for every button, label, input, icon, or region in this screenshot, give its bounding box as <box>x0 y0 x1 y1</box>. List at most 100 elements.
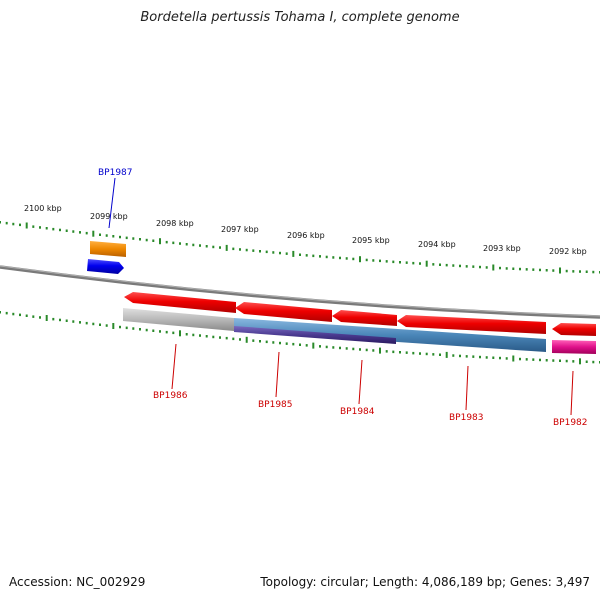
gene-bp1982-arrow[interactable] <box>552 323 596 336</box>
minor-tick <box>245 248 248 252</box>
steelblue-feature[interactable] <box>234 318 546 352</box>
minor-tick <box>479 355 481 359</box>
minor-tick <box>192 333 195 337</box>
minor-tick <box>179 242 181 245</box>
minor-tick <box>432 353 435 356</box>
minor-tick <box>239 248 241 251</box>
minor-tick <box>152 239 155 242</box>
minor-tick <box>199 334 201 337</box>
minor-tick <box>39 316 41 319</box>
minor-tick <box>205 335 208 338</box>
major-tick <box>25 222 28 229</box>
minor-tick <box>325 345 328 349</box>
minor-tick <box>399 261 401 264</box>
minor-tick <box>19 223 21 227</box>
minor-tick <box>72 230 75 233</box>
minor-tick <box>539 358 541 362</box>
major-tick <box>492 264 495 271</box>
minor-tick <box>52 317 55 321</box>
leader-line-bp1985 <box>275 351 280 398</box>
minor-tick <box>592 270 595 274</box>
major-tick <box>359 256 361 263</box>
minor-tick <box>212 245 215 249</box>
minor-tick <box>225 336 228 340</box>
minor-tick <box>125 236 128 240</box>
gene-bp1987-arrow[interactable] <box>87 259 124 274</box>
minor-tick <box>232 247 235 251</box>
minor-tick <box>212 335 215 339</box>
gene-label-bp1986[interactable]: BP1986 <box>153 391 188 401</box>
minor-tick <box>525 268 528 271</box>
minor-tick <box>265 250 268 254</box>
gene-label-bp1982[interactable]: BP1982 <box>553 418 588 428</box>
minor-tick <box>272 251 275 254</box>
genome-backbone <box>0 265 600 319</box>
major-tick <box>559 267 561 274</box>
minor-tick <box>305 344 308 347</box>
major-tick <box>312 342 315 349</box>
gene-bp1986-arrow[interactable] <box>124 292 236 313</box>
minor-tick <box>372 259 375 262</box>
major-tick <box>179 330 181 337</box>
minor-tick <box>365 258 368 262</box>
minor-tick <box>585 270 588 273</box>
minor-tick <box>452 354 455 357</box>
minor-tick <box>379 259 381 263</box>
scale-label: 2095 kbp <box>352 236 390 245</box>
gene-bp1985-arrow[interactable] <box>235 302 332 322</box>
minor-tick <box>592 360 595 364</box>
minor-tick <box>145 238 148 242</box>
minor-tick <box>552 269 555 272</box>
inner-scale-ticks <box>0 311 600 365</box>
minor-tick <box>425 352 428 356</box>
minor-tick <box>572 270 575 273</box>
minor-tick <box>485 266 488 269</box>
minor-tick <box>99 323 101 326</box>
leader-line-bp1982 <box>570 370 574 416</box>
minor-tick <box>519 357 521 361</box>
minor-tick <box>232 337 235 341</box>
minor-tick <box>332 256 335 259</box>
major-tick <box>512 355 515 362</box>
minor-tick <box>119 325 121 329</box>
gene-label-bp1985[interactable]: BP1985 <box>258 400 293 410</box>
gene-bp1984-arrow[interactable] <box>332 310 397 326</box>
minor-tick <box>465 265 468 268</box>
grey-feature[interactable] <box>123 308 234 331</box>
minor-tick <box>279 341 281 345</box>
minor-tick <box>385 260 388 263</box>
gene-bp1983-arrow[interactable] <box>397 315 546 334</box>
minor-tick <box>565 359 568 363</box>
minor-tick <box>139 328 141 331</box>
gene-label-bp1987[interactable]: BP1987 <box>98 168 133 178</box>
scale-label: 2097 kbp <box>221 225 259 234</box>
purple-feature[interactable] <box>234 326 396 344</box>
minor-tick <box>299 343 301 346</box>
minor-tick <box>512 267 515 270</box>
minor-tick <box>485 356 488 359</box>
minor-tick <box>472 265 475 268</box>
minor-tick <box>145 328 148 332</box>
minor-tick <box>352 257 355 261</box>
orange-feature[interactable] <box>90 241 126 257</box>
magenta-feature[interactable] <box>552 340 596 354</box>
scale-label: 2096 kbp <box>287 231 325 240</box>
major-tick <box>579 358 581 365</box>
minor-tick <box>305 254 308 257</box>
minor-tick <box>52 227 55 231</box>
minor-tick <box>259 250 261 253</box>
minor-tick <box>65 319 68 322</box>
gene-label-bp1983[interactable]: BP1983 <box>449 413 484 423</box>
minor-tick <box>45 227 48 230</box>
minor-tick <box>259 340 261 343</box>
genome-title: Bordetella pertussis Tohama I, complete … <box>140 10 460 25</box>
minor-tick <box>165 330 168 334</box>
minor-tick <box>199 244 201 247</box>
minor-tick <box>332 346 335 349</box>
minor-tick <box>412 261 415 265</box>
minor-tick <box>139 238 141 241</box>
minor-tick <box>505 357 508 360</box>
minor-tick <box>85 231 88 235</box>
gene-label-bp1984[interactable]: BP1984 <box>340 407 375 417</box>
